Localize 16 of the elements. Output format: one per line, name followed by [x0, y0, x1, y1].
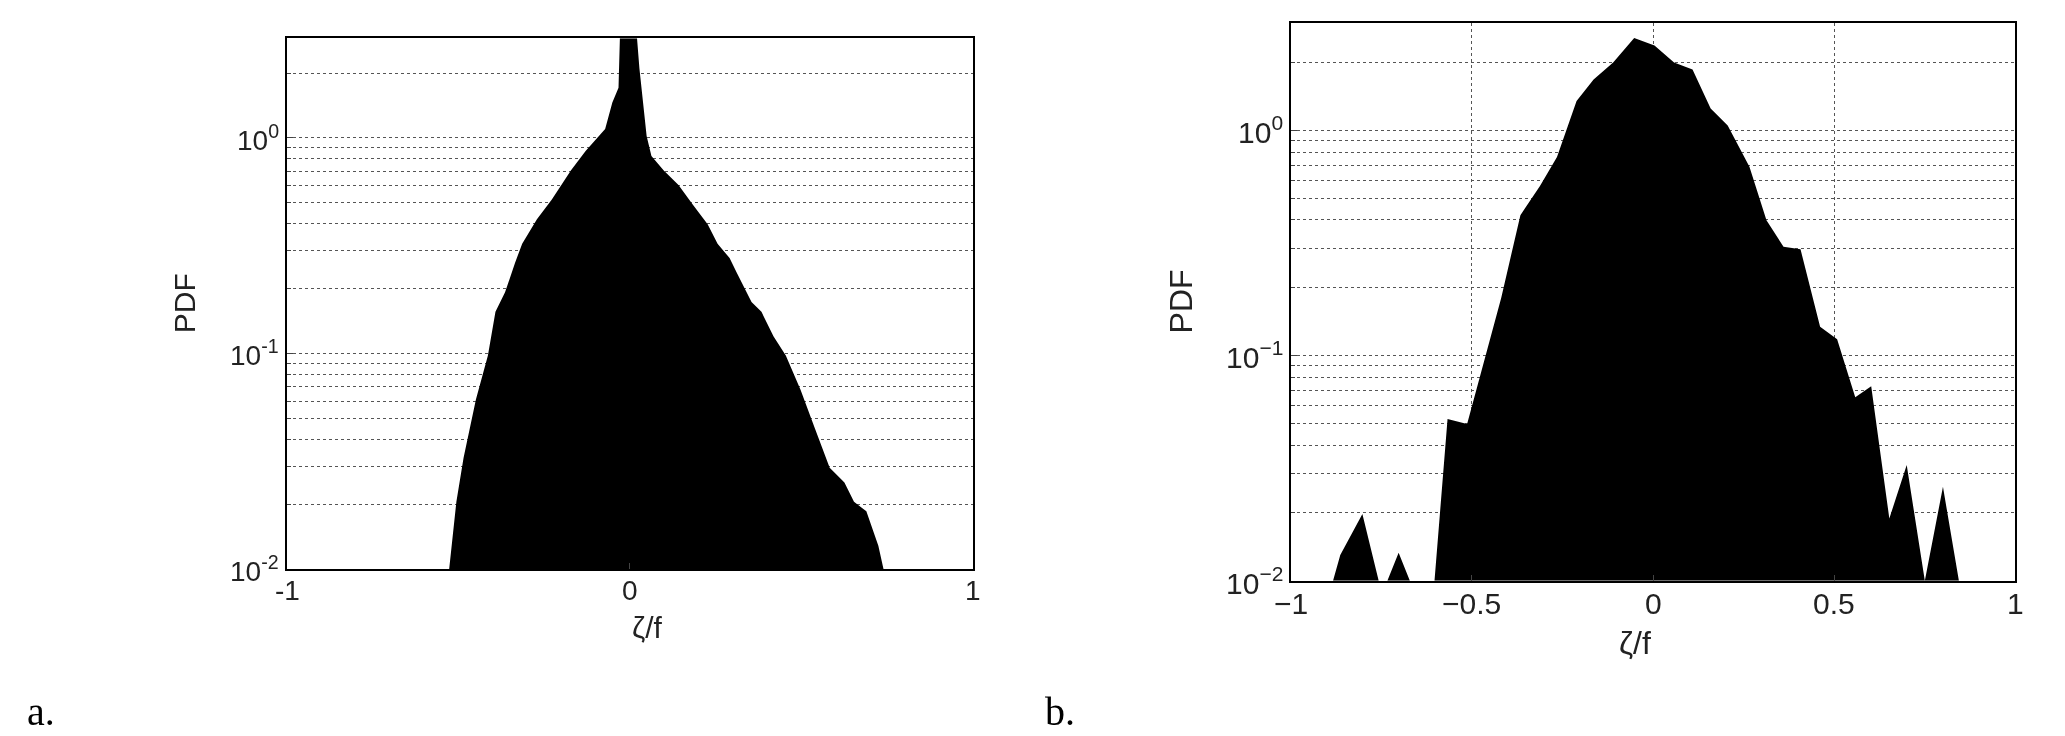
x-tick-label: 0.5: [1813, 587, 1855, 620]
y-axis-title: PDF: [1162, 269, 1199, 334]
y-tick-label: 10$^{−1}$: [1226, 336, 1284, 374]
x-tick-label: 0: [622, 575, 638, 606]
x-axis-title: ζ/f: [632, 611, 663, 644]
y-tick-label: 10$^{0}$: [237, 120, 280, 156]
x-tick-label: 0: [1645, 587, 1662, 620]
text: a.: [27, 689, 55, 734]
x-tick-label: 1: [2007, 587, 2024, 620]
x-tick-label: 1: [965, 575, 981, 606]
y-tick-label: 10$^{0}$: [1238, 111, 1284, 149]
y-axis-title: PDF: [167, 273, 201, 334]
y-tick-label: 10$^{-1}$: [230, 335, 279, 371]
x-tick-label: −0.5: [1442, 587, 1502, 620]
x-axis-title: ζ/f: [1619, 625, 1651, 661]
text: b.: [1045, 689, 1075, 734]
